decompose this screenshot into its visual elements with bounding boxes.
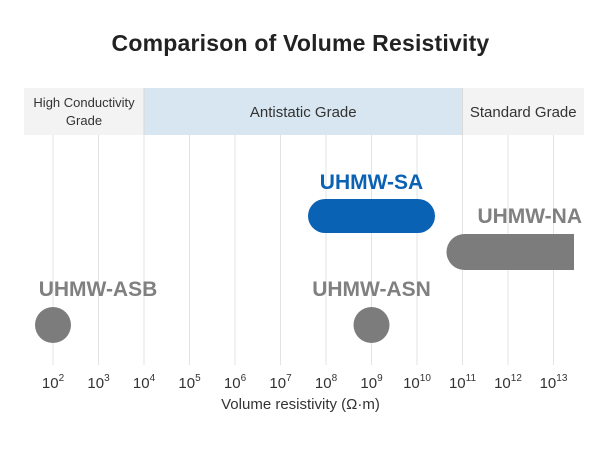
chart-title: Comparison of Volume Resistivity bbox=[111, 30, 490, 56]
grade-label: High Conductivity bbox=[33, 95, 135, 110]
tick-label: 106 bbox=[224, 373, 247, 392]
tick-label: 1012 bbox=[494, 373, 522, 392]
series-bar bbox=[446, 234, 574, 270]
tick-label: 1011 bbox=[449, 373, 477, 392]
grade-label: Standard Grade bbox=[470, 104, 577, 121]
grade-band bbox=[24, 88, 144, 135]
grade-band bbox=[144, 88, 463, 135]
series-label: UHMW-ASN bbox=[312, 278, 431, 301]
tick-label: 1010 bbox=[403, 373, 431, 392]
series-dot bbox=[35, 307, 71, 343]
grade-label: Antistatic Grade bbox=[250, 104, 357, 121]
grade-label: Grade bbox=[66, 113, 102, 128]
series-label: UHMW-ASB bbox=[39, 278, 158, 301]
tick-label: 104 bbox=[133, 373, 156, 392]
tick-label: 108 bbox=[315, 373, 338, 392]
tick-label: 109 bbox=[360, 373, 383, 392]
series-label: UHMW-SA bbox=[320, 171, 423, 194]
series-dot bbox=[353, 307, 390, 343]
tick-label: 102 bbox=[42, 373, 65, 392]
x-axis-label: Volume resistivity (Ω·m) bbox=[221, 396, 380, 413]
tick-label: 1013 bbox=[540, 373, 568, 392]
tick-label: 105 bbox=[178, 373, 201, 392]
grade-band bbox=[462, 88, 584, 135]
series-bar bbox=[308, 199, 435, 233]
tick-label: 103 bbox=[87, 373, 110, 392]
series-label: UHMW-NA bbox=[477, 205, 582, 228]
tick-label: 107 bbox=[269, 373, 292, 392]
